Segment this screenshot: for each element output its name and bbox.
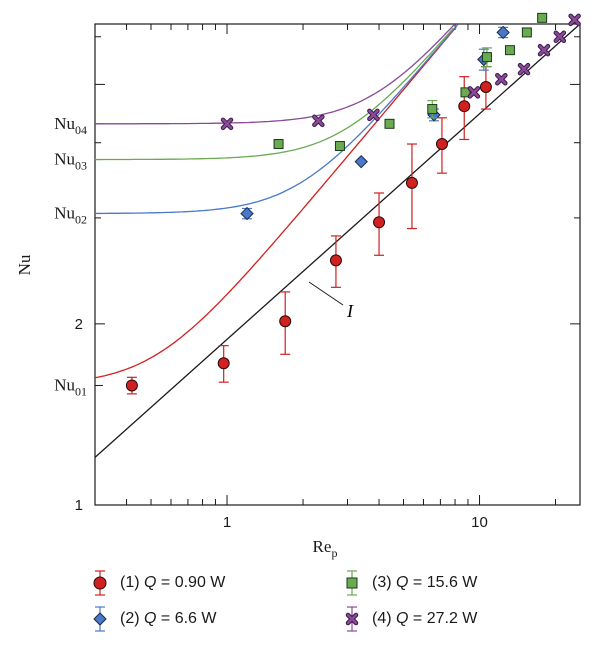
legend-q-2: = 6.6 W bbox=[160, 610, 217, 627]
data-point-circle bbox=[479, 81, 492, 94]
data-point-circle bbox=[217, 357, 230, 370]
plot-frame bbox=[94, 23, 581, 506]
legend-marker-diamond bbox=[93, 606, 107, 632]
data-point-square bbox=[521, 27, 532, 38]
chart-canvas: 1 10 1 2 Nu01 Nu02 Nu03 Nu04 Nu Rep I bbox=[15, 12, 581, 560]
legend-num-2: (2) bbox=[120, 610, 140, 627]
legend-item-4: (4) Q = 27.2 W bbox=[340, 604, 477, 634]
fit-curves bbox=[94, 23, 581, 458]
data-point-circle bbox=[458, 100, 471, 113]
legend: (1) Q = 0.90 W (2) Q = 6.6 W (3) Q = 15.… bbox=[70, 568, 590, 648]
data-point-circle bbox=[373, 216, 386, 229]
data-points bbox=[125, 12, 581, 395]
data-point-x bbox=[495, 72, 508, 86]
y-level-label: Nu03 bbox=[54, 150, 87, 173]
x-tick-label: 1 bbox=[223, 514, 231, 531]
legend-item-3: (3) Q = 15.6 W bbox=[340, 568, 477, 598]
data-point-circle bbox=[125, 379, 138, 392]
data-point-diamond bbox=[240, 206, 254, 221]
data-point-x bbox=[467, 86, 481, 99]
data-point-x bbox=[367, 108, 380, 122]
line-label-leader bbox=[308, 281, 344, 306]
plot-area bbox=[94, 23, 581, 506]
data-point-circle bbox=[435, 138, 448, 151]
line-label-I: I bbox=[346, 301, 354, 321]
data-point-square bbox=[460, 87, 471, 98]
data-point-diamond bbox=[496, 25, 510, 40]
legend-item-1: (1) Q = 0.90 W bbox=[88, 568, 225, 598]
data-point-square bbox=[334, 141, 345, 152]
legend-q-1: = 0.90 W bbox=[160, 574, 226, 591]
legend-item-2: (2) Q = 6.6 W bbox=[88, 604, 217, 634]
legend-q-4: = 27.2 W bbox=[412, 610, 478, 627]
axis-ticks: 1 10 1 2 Nu01 Nu02 Nu03 Nu04 bbox=[54, 24, 580, 531]
x-axis-title-sub: p bbox=[331, 546, 337, 560]
fit-curve bbox=[95, 27, 454, 161]
data-point-x bbox=[553, 30, 567, 44]
data-point-x bbox=[537, 43, 551, 57]
legend-num-3: (3) bbox=[372, 574, 392, 591]
fit-curve bbox=[94, 26, 457, 379]
y-level-label: Nu02 bbox=[54, 204, 87, 227]
y-tick-label: 2 bbox=[75, 316, 83, 333]
data-point-circle bbox=[329, 254, 342, 267]
y-axis-title: Nu bbox=[15, 254, 34, 275]
y-level-label: Nu04 bbox=[54, 114, 87, 137]
data-point-square bbox=[427, 104, 438, 115]
data-point-square bbox=[504, 45, 515, 56]
data-point-square bbox=[384, 118, 395, 129]
data-point-square bbox=[273, 139, 284, 150]
diagonal-line-I bbox=[94, 23, 581, 458]
y-level-label: Nu01 bbox=[54, 375, 87, 398]
x-axis-title-main: Re bbox=[313, 537, 332, 556]
data-point-circle bbox=[279, 315, 292, 328]
data-point-square bbox=[537, 12, 548, 23]
data-point-x bbox=[517, 62, 531, 76]
data-point-square bbox=[481, 52, 492, 63]
x-tick-label: 10 bbox=[471, 514, 488, 531]
legend-q-3: = 15.6 W bbox=[412, 574, 478, 591]
legend-marker-x bbox=[345, 606, 359, 632]
legend-marker-circle bbox=[93, 570, 107, 596]
y-tick-label: 1 bbox=[75, 497, 83, 514]
fit-curve bbox=[95, 24, 459, 215]
fit-curve bbox=[95, 23, 456, 125]
legend-num-4: (4) bbox=[372, 610, 392, 627]
legend-marker-square bbox=[346, 570, 358, 596]
data-point-x bbox=[220, 117, 234, 131]
axis-labels: Nu Rep I bbox=[15, 254, 354, 560]
legend-num-1: (1) bbox=[120, 574, 140, 591]
data-point-x bbox=[568, 13, 581, 27]
data-point-diamond bbox=[354, 154, 368, 169]
x-axis-title: Rep bbox=[313, 537, 338, 560]
data-point-x bbox=[312, 114, 325, 128]
data-point-circle bbox=[405, 176, 418, 189]
